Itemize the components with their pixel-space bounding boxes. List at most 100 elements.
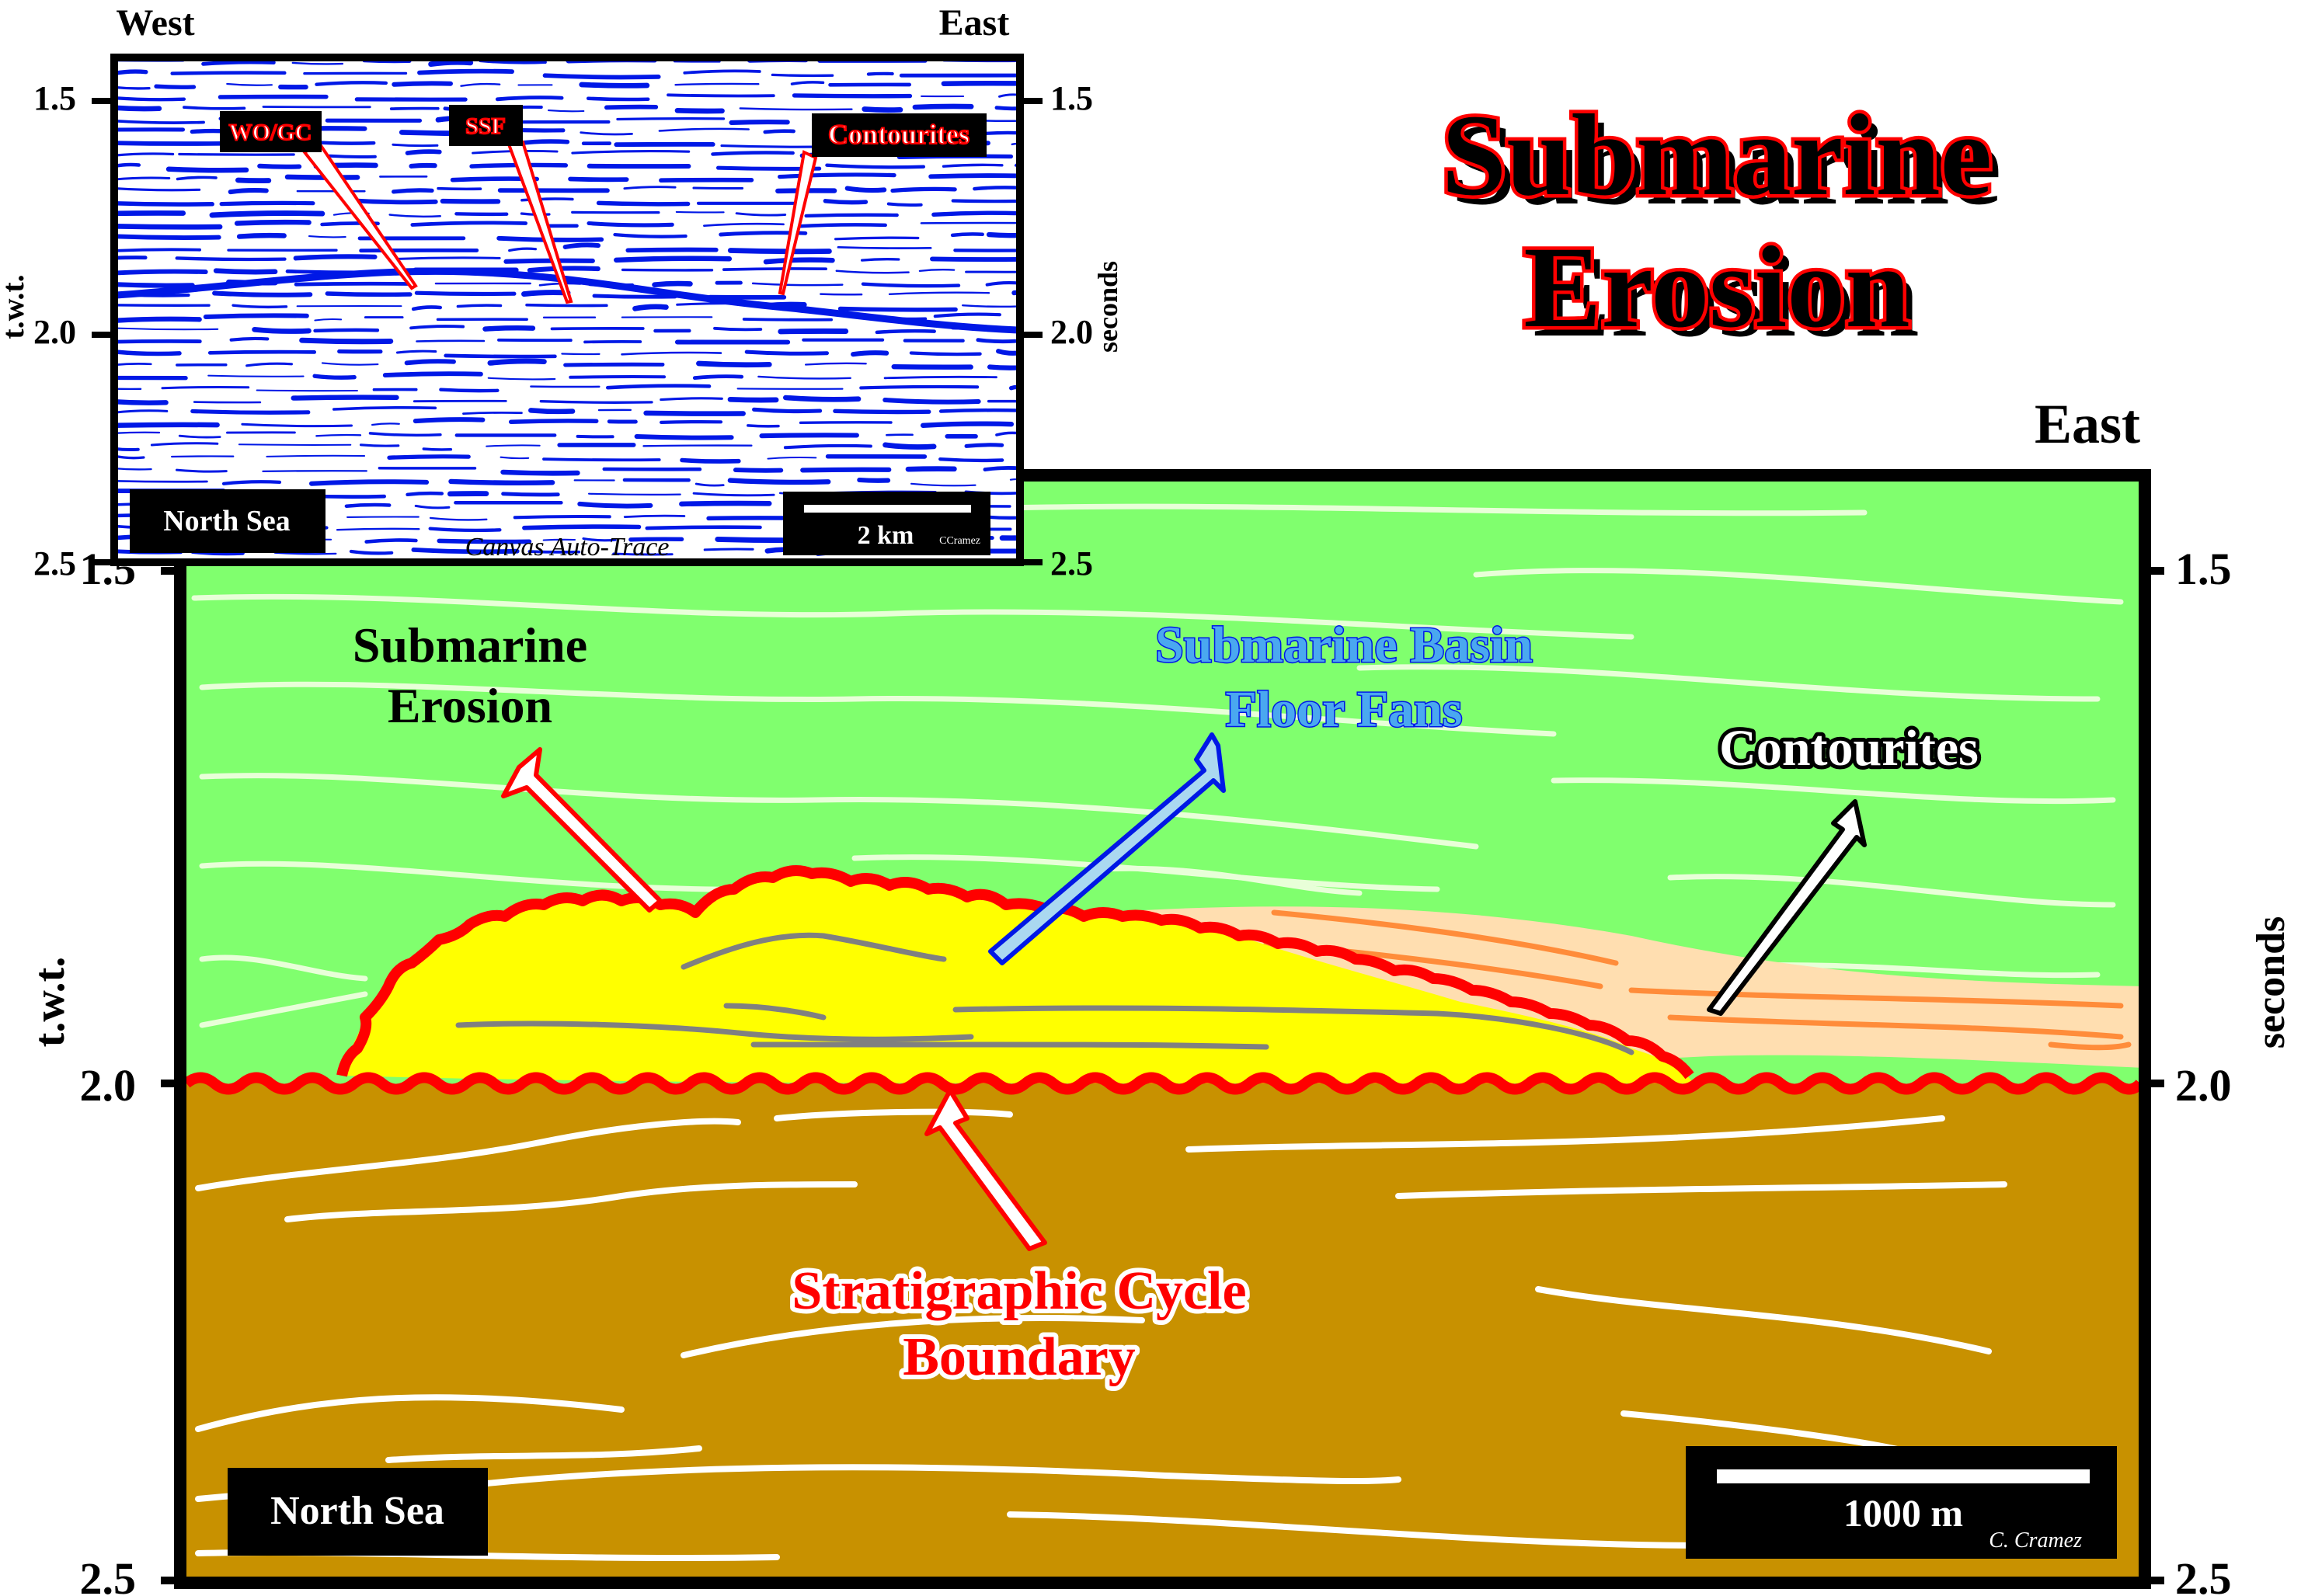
ssf-label-box [449,105,523,146]
seismic-reflection [416,339,486,342]
seismic-reflection [114,327,219,331]
seismic-reflection [645,525,762,530]
main-left-axis-label: t.w.t. [26,957,74,1048]
seismic-reflection [406,491,444,497]
seismic-reflection [860,258,900,262]
inset-right-axis: 1.5 2.0 2.5 seconds [1020,79,1123,582]
seismic-reflection [735,212,787,217]
seismic-reflection [886,202,923,207]
seismic-reflection [313,328,380,333]
seismic-reflection [733,468,784,473]
seismic-reflection [727,396,779,403]
seismic-reflection [308,235,346,238]
seismic-reflection [284,174,360,180]
seismic-reflection [757,375,851,380]
seismic-reflection [634,434,734,440]
seismic-reflection [547,110,585,113]
seismic-reflection [890,186,957,193]
seismic-reflection [395,349,437,354]
seismic-reflection [918,269,956,273]
seismic-reflection [171,455,235,458]
seismic-reflection [823,199,869,205]
inset-region-box [130,489,325,553]
seismic-reflection [332,405,437,411]
seismic-reflection [161,385,250,390]
submarine-erosion-arrow [501,747,663,913]
inset-left-tick-2-0: 2.0 [33,313,76,351]
seismic-reflection [703,548,754,551]
basin-floor-fan [342,874,1694,1083]
seismic-reflection [521,290,571,297]
seismic-reflection [178,434,221,439]
seismic-reflection [414,290,517,297]
inset-left-tick-1-5: 1.5 [33,79,76,117]
seismic-reflection [861,282,961,288]
seismic-reflection [987,515,1020,520]
seismic-reflection [744,349,829,356]
seismic-reflection [114,422,220,428]
main-left-tick-2-0: 2.0 [80,1060,137,1111]
seismic-reflection [973,186,1020,191]
seismic-reflection [114,269,208,276]
seismic-reflection [667,93,775,98]
seismic-reflection [328,154,377,158]
seismic-reflection [527,550,581,554]
seismic-reflection [767,456,817,460]
seismic-reflection [212,290,313,297]
seismic-reflection [727,248,832,255]
main-scale-label: 1000 m [1843,1491,1963,1535]
seismic-reflection [437,186,482,191]
seismic-reflection [931,210,1020,217]
inset-region-label: North Sea [163,505,291,537]
seismic-reflection [309,479,430,486]
seismic-reflection [790,81,825,85]
seismic-reflection [568,176,629,183]
seismic-reflection [692,374,744,380]
seismic-reflection [364,538,418,544]
seismic-reflection [763,129,795,134]
seismic-reflection [582,537,617,542]
title-line1: Submarine [1442,91,1992,220]
seismic-reflection [487,377,556,381]
seismic-reflection [938,408,1020,413]
seismic-reflection [387,256,501,261]
wogc-label: WO/GC [229,120,312,145]
seismic-reflection [983,466,1020,472]
seismic-reflection [683,69,761,75]
seismic-reflection [692,492,775,497]
boundary-label-line2: Boundary [903,1327,1136,1387]
title-line2: Erosion [1523,223,1909,352]
seismic-reflection [659,177,754,183]
seismic-reflection [410,221,528,227]
seismic-reflection [428,527,502,533]
seismic-reflection [456,304,503,308]
seismic-reflection [703,222,785,228]
seismic-reflection [299,337,394,345]
seismic-reflection [114,349,182,356]
fans-label-line2: Floor Fans [1226,681,1463,738]
seismic-reflection [226,82,273,86]
inset-credit: CCramez [939,535,980,547]
inset-left-tick-2-5: 2.5 [33,544,76,582]
seismic-reflection [820,293,863,296]
seismic-reflection [190,409,311,415]
seismic-reflection [114,152,175,157]
seismic-reflection [562,242,601,249]
seismic-reflection [857,477,891,483]
main-scale-bar [1717,1469,2090,1483]
seismic-reflection [411,305,442,311]
contourites-arrow [1707,799,1867,1016]
seismic-reflection [315,81,388,86]
contourites-label: Contourites [1715,716,1983,781]
seismic-reflection [349,549,394,555]
seismic-reflection [783,443,872,450]
seismic-reflection [696,360,772,368]
seismic-reflection [851,350,889,357]
seismic-reflection [508,247,537,252]
seismic-reflection [315,433,362,437]
main-right-tick-1-5: 1.5 [2175,544,2232,594]
seismic-reflection [414,504,451,509]
erosion-label-line2: Erosion [388,678,552,733]
seismic-reflection [114,363,152,367]
seismic-reflection [632,304,669,311]
